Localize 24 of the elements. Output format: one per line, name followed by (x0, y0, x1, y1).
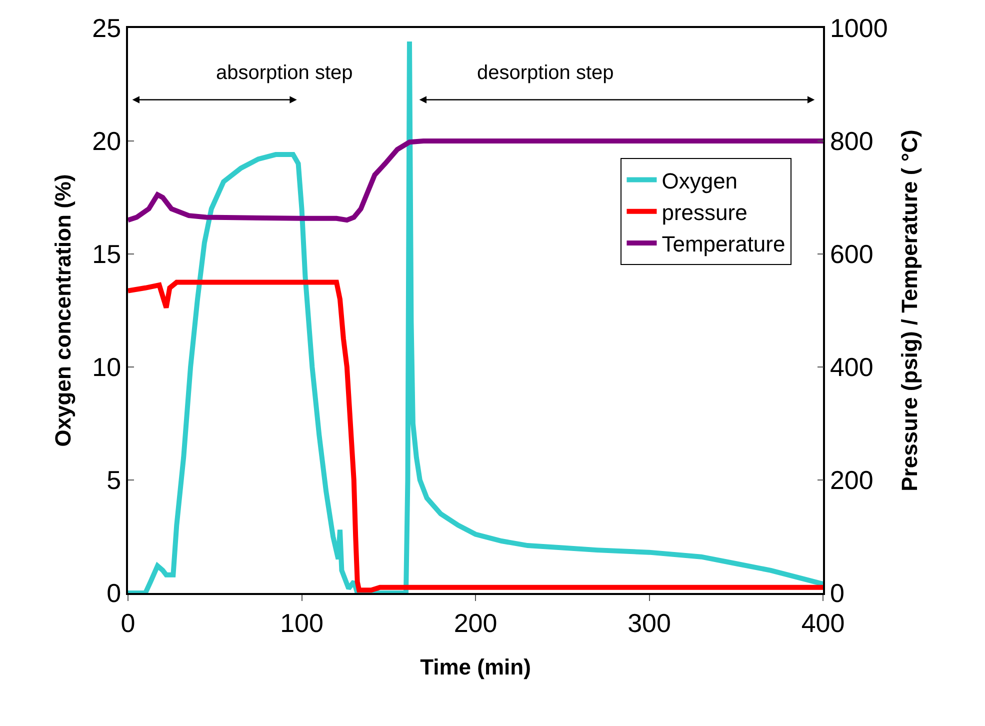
y-tick-label: 15 (92, 239, 122, 270)
y-tick-label: 10 (92, 352, 122, 382)
y2-tick-label: 800 (830, 126, 874, 156)
x-tick-label: 300 (628, 608, 671, 638)
x-tick-label: 400 (801, 608, 845, 638)
y2-tick-label: 1000 (830, 13, 888, 44)
annotation: desorption step (477, 62, 614, 84)
y-tick-label: 5 (106, 465, 122, 496)
y2-tick-label: 400 (830, 352, 874, 382)
annotation: absorption step (216, 62, 353, 84)
legend-label: Temperature (662, 232, 786, 257)
y2-tick-label: 200 (830, 465, 874, 496)
y2-tick-label: 600 (830, 239, 874, 270)
y-tick-label: 20 (92, 126, 122, 156)
y-tick-label: 0 (106, 578, 122, 608)
x-tick-label: 100 (280, 608, 324, 638)
y-axis-title: Oxygen concentration (%) (50, 174, 76, 447)
x-axis-title: Time (min) (420, 654, 531, 680)
x-tick-label: 200 (454, 608, 498, 638)
legend-label: Oxygen (662, 168, 738, 194)
legend-label: pressure (662, 200, 748, 225)
y-tick-label: 25 (92, 13, 122, 44)
y2-axis-title: Pressure (psig) / Temperature ( °C) (897, 130, 922, 492)
y2-tick-label: 0 (830, 578, 844, 608)
